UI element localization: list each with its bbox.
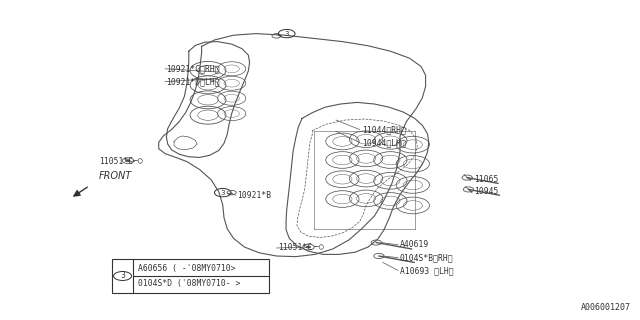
Text: 10921*C〈RH〉: 10921*C〈RH〉 (166, 64, 220, 73)
Text: 11065: 11065 (474, 175, 498, 184)
Circle shape (306, 246, 311, 248)
Text: 10945: 10945 (474, 188, 498, 196)
Text: —○: —○ (133, 156, 143, 165)
Text: A40619: A40619 (400, 240, 429, 249)
Text: A10693 〈LH〉: A10693 〈LH〉 (400, 266, 454, 275)
Text: 3: 3 (220, 190, 225, 196)
Text: 3: 3 (120, 271, 125, 281)
Text: 11044〈RH〉: 11044〈RH〉 (362, 125, 406, 134)
Text: 0104S*D ('08MY0710- >: 0104S*D ('08MY0710- > (138, 279, 241, 288)
Text: A006001207: A006001207 (580, 303, 630, 312)
Text: —○: —○ (314, 243, 323, 252)
FancyBboxPatch shape (112, 259, 269, 293)
Text: 3: 3 (284, 31, 289, 36)
Circle shape (125, 159, 131, 162)
Text: A60656 ( -'08MY0710>: A60656 ( -'08MY0710> (138, 264, 236, 273)
Text: 11051*C: 11051*C (278, 244, 312, 252)
Text: 10921*D〈LH〉: 10921*D〈LH〉 (166, 77, 220, 86)
Text: FRONT: FRONT (99, 171, 132, 181)
Text: 10921*B: 10921*B (237, 191, 271, 200)
Text: 10944〈LH〉: 10944〈LH〉 (362, 138, 406, 147)
Text: 11051*C: 11051*C (99, 157, 133, 166)
Text: 0104S*B〈RH〉: 0104S*B〈RH〉 (400, 253, 454, 262)
